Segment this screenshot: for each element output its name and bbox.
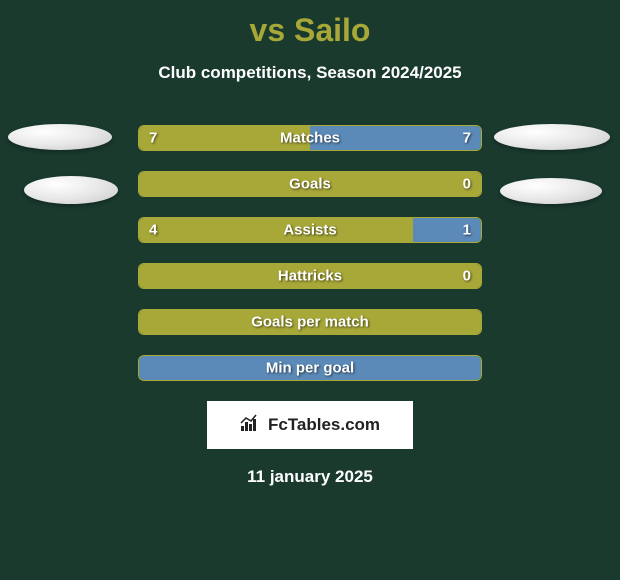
player-placeholder xyxy=(8,124,112,150)
stat-label: Hattricks xyxy=(278,268,342,285)
player-placeholder xyxy=(494,124,610,150)
stat-row: Hattricks 0 xyxy=(0,253,620,299)
stat-bar-left xyxy=(139,218,413,242)
player-placeholder xyxy=(500,178,602,204)
stat-bar: Hattricks 0 xyxy=(138,263,482,289)
page-title: vs Sailo xyxy=(0,0,620,49)
source-badge: FcTables.com xyxy=(207,401,413,449)
stat-label: Goals per match xyxy=(251,314,369,331)
stat-value-left: 7 xyxy=(149,130,157,147)
stat-label: Matches xyxy=(280,130,340,147)
stat-value-left: 4 xyxy=(149,222,157,239)
stat-row: Goals per match xyxy=(0,299,620,345)
stat-value-right: 0 xyxy=(463,176,471,193)
stat-bar: Min per goal xyxy=(138,355,482,381)
stat-bar: Goals per match xyxy=(138,309,482,335)
chart-icon xyxy=(240,414,262,437)
stat-row: Min per goal xyxy=(0,345,620,391)
stat-bar: Matches 7 7 xyxy=(138,125,482,151)
page-subtitle: Club competitions, Season 2024/2025 xyxy=(0,63,620,83)
stat-value-right: 0 xyxy=(463,268,471,285)
stat-value-right: 1 xyxy=(463,222,471,239)
stat-label: Min per goal xyxy=(266,360,354,377)
source-label: FcTables.com xyxy=(268,415,380,435)
stat-label: Goals xyxy=(289,176,331,193)
stat-bar: Assists 4 1 xyxy=(138,217,482,243)
stat-row: Assists 4 1 xyxy=(0,207,620,253)
date-label: 11 january 2025 xyxy=(0,467,620,487)
stat-label: Assists xyxy=(283,222,336,239)
stat-bar: Goals 0 xyxy=(138,171,482,197)
stat-value-right: 7 xyxy=(463,130,471,147)
player-placeholder xyxy=(24,176,118,204)
stats-container: Matches 7 7 Goals 0 Assists 4 1 Hattricks 0 Goals … xyxy=(0,115,620,391)
